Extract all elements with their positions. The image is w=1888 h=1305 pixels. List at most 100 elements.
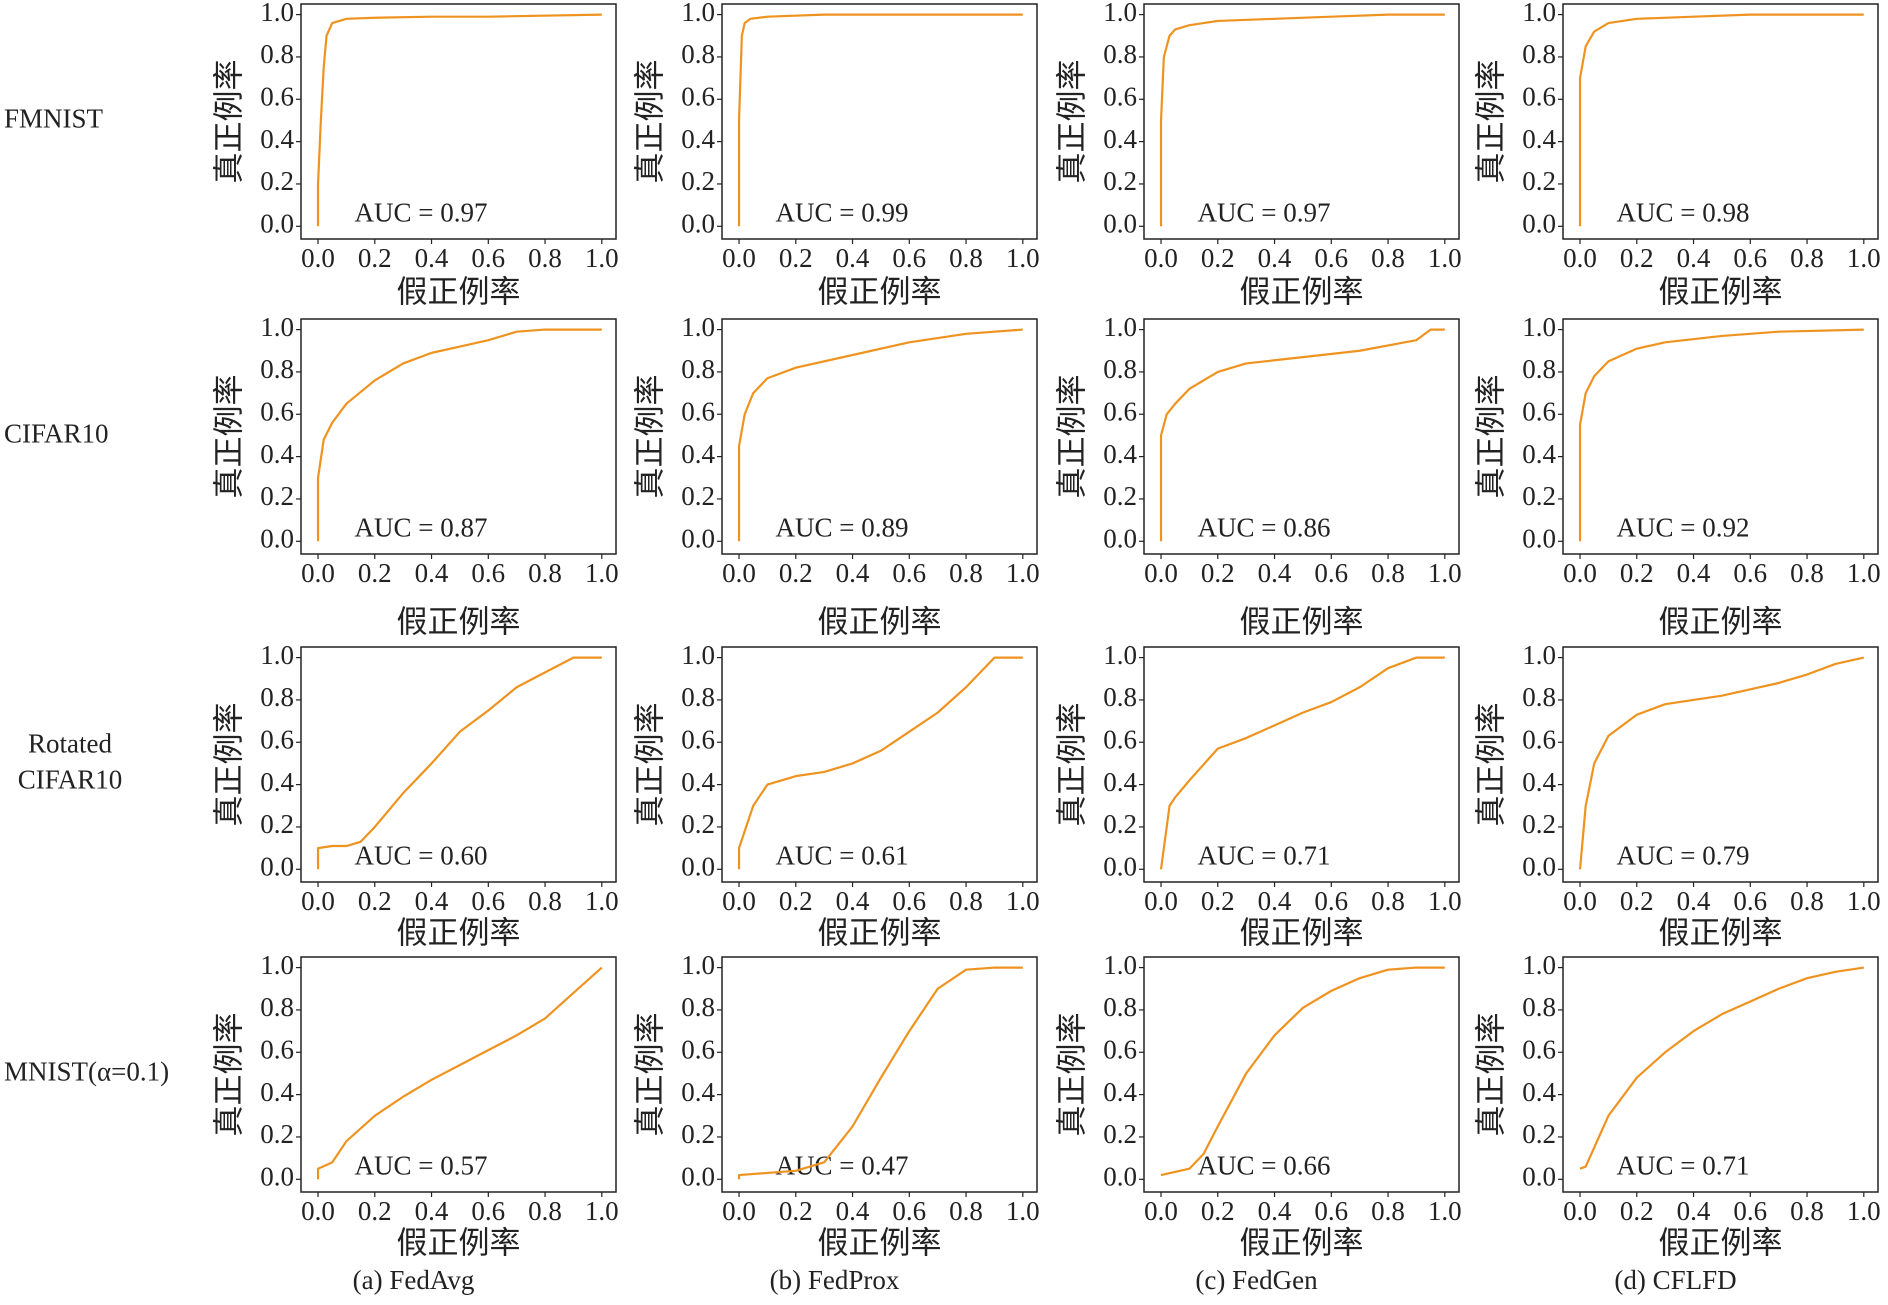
y-tick-label: 0.0 — [1522, 209, 1556, 239]
x-tick-label: 0.0 — [301, 558, 335, 588]
y-tick-label: 1.0 — [260, 950, 294, 980]
x-axis-label: 假正例率 — [397, 1226, 521, 1262]
x-tick-label: 0.4 — [836, 1196, 870, 1226]
y-tick-label: 0.4 — [260, 767, 294, 797]
y-tick-label: 0.6 — [260, 396, 294, 426]
x-tick-label: 0.2 — [779, 1196, 813, 1226]
x-tick-label: 0.2 — [779, 886, 813, 916]
annotation: AUC = 0.86 — [1198, 513, 1331, 543]
plot-frame — [300, 3, 617, 240]
x-tick-label: 0.2 — [358, 1196, 392, 1226]
y-axis-label: 真正例率 — [1474, 375, 1510, 499]
y-tick-label: 0.0 — [260, 1162, 294, 1192]
y-tick-label: 0.4 — [681, 767, 715, 797]
x-tick-label: 1.0 — [1006, 886, 1040, 916]
x-tick-label: 1.0 — [1428, 1196, 1462, 1226]
x-tick-label: 0.6 — [892, 558, 926, 588]
y-axis-label: 真正例率 — [633, 60, 669, 184]
y-tick-label: 0.2 — [1103, 1119, 1137, 1149]
y-tick-label: 0.6 — [1103, 724, 1137, 754]
y-tick-label: 1.0 — [681, 640, 715, 670]
x-tick-label: 0.0 — [722, 1196, 756, 1226]
x-tick-label: 0.6 — [471, 886, 505, 916]
y-tick-label: 0.0 — [1522, 524, 1556, 554]
x-axis-label: 假正例率 — [1240, 275, 1364, 311]
annotation: AUC = 0.92 — [1617, 513, 1750, 543]
annotation: AUC = 0.97 — [1198, 198, 1331, 228]
caption: (c) FedGen — [1195, 1265, 1318, 1295]
x-tick-label: 0.4 — [1258, 1196, 1292, 1226]
y-tick-label: 0.8 — [1103, 354, 1137, 384]
y-axis-label: 真正例率 — [1055, 60, 1091, 184]
x-tick-label: 1.0 — [1428, 558, 1462, 588]
plot-frame — [1562, 318, 1879, 555]
x-tick-label: 1.0 — [585, 558, 619, 588]
x-tick-label: 1.0 — [1847, 1196, 1881, 1226]
y-tick-label: 0.4 — [1522, 767, 1556, 797]
y-tick-label: 0.6 — [1522, 396, 1556, 426]
x-tick-label: 0.6 — [1733, 886, 1767, 916]
row-label: CIFAR10 — [4, 419, 109, 449]
x-tick-label: 0.2 — [779, 243, 813, 273]
y-tick-label: 0.6 — [260, 81, 294, 111]
y-tick-label: 0.8 — [260, 354, 294, 384]
y-tick-label: 0.8 — [1103, 39, 1137, 69]
x-tick-label: 0.8 — [528, 558, 562, 588]
y-tick-label: 0.2 — [1103, 166, 1137, 196]
x-axis-label: 假正例率 — [1659, 916, 1783, 952]
y-tick-label: 0.4 — [1103, 1077, 1137, 1107]
x-axis-label: 假正例率 — [818, 605, 942, 641]
y-tick-label: 0.0 — [681, 1162, 715, 1192]
y-tick-label: 0.8 — [260, 39, 294, 69]
y-tick-label: 0.0 — [1522, 852, 1556, 882]
x-tick-label: 0.0 — [301, 243, 335, 273]
annotation: AUC = 0.61 — [776, 841, 909, 871]
y-tick-label: 0.0 — [681, 852, 715, 882]
y-tick-label: 0.4 — [260, 1077, 294, 1107]
y-tick-label: 0.8 — [681, 992, 715, 1022]
x-tick-label: 0.8 — [528, 1196, 562, 1226]
y-tick-label: 0.2 — [1522, 166, 1556, 196]
y-axis-label: 真正例率 — [212, 375, 248, 499]
y-tick-label: 0.8 — [260, 682, 294, 712]
y-tick-label: 1.0 — [681, 0, 715, 27]
annotation: AUC = 0.99 — [776, 198, 909, 228]
y-tick-label: 0.2 — [1522, 1119, 1556, 1149]
x-tick-label: 0.8 — [528, 243, 562, 273]
y-tick-label: 0.4 — [1522, 124, 1556, 154]
y-tick-label: 0.6 — [681, 1034, 715, 1064]
y-tick-label: 0.0 — [1522, 1162, 1556, 1192]
annotation: AUC = 0.98 — [1617, 198, 1750, 228]
x-tick-label: 0.4 — [1677, 558, 1711, 588]
annotation: AUC = 0.79 — [1617, 841, 1750, 871]
annotation: AUC = 0.89 — [776, 513, 909, 543]
roc-curve — [1159, 656, 1445, 870]
x-tick-label: 0.0 — [1144, 558, 1178, 588]
y-axis-label: 真正例率 — [212, 1013, 248, 1137]
y-tick-label: 0.6 — [1522, 724, 1556, 754]
y-axis-label: 真正例率 — [1055, 703, 1091, 827]
x-axis-label: 假正例率 — [397, 275, 521, 311]
y-axis-label: 真正例率 — [1474, 1013, 1510, 1137]
x-tick-label: 0.4 — [1258, 243, 1292, 273]
plot-frame — [721, 318, 1038, 555]
annotation: AUC = 0.57 — [355, 1151, 488, 1181]
x-tick-label: 0.6 — [1314, 1196, 1348, 1226]
roc-curve — [1159, 13, 1445, 227]
annotation: AUC = 0.71 — [1617, 1151, 1750, 1181]
x-tick-label: 0.2 — [1201, 1196, 1235, 1226]
y-tick-label: 0.0 — [681, 524, 715, 554]
x-tick-label: 0.6 — [471, 243, 505, 273]
x-tick-label: 0.4 — [836, 243, 870, 273]
x-tick-label: 0.0 — [1563, 1196, 1597, 1226]
y-tick-label: 0.6 — [260, 1034, 294, 1064]
x-tick-label: 0.6 — [1733, 243, 1767, 273]
y-tick-label: 1.0 — [260, 312, 294, 342]
row-label: Rotated — [28, 729, 112, 759]
y-axis-label: 真正例率 — [1055, 1013, 1091, 1137]
x-tick-label: 0.0 — [301, 886, 335, 916]
y-tick-label: 0.0 — [260, 524, 294, 554]
y-tick-label: 0.0 — [1103, 524, 1137, 554]
y-tick-label: 0.2 — [681, 481, 715, 511]
annotation: AUC = 0.87 — [355, 513, 488, 543]
